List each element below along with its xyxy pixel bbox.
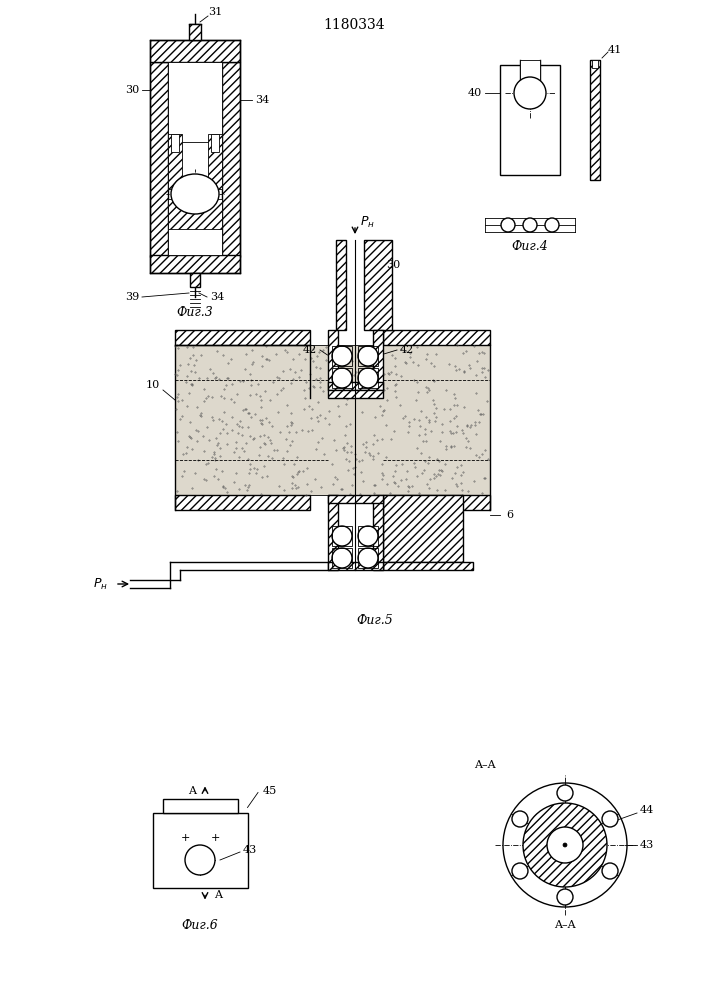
Bar xyxy=(332,526,352,546)
Text: A–A: A–A xyxy=(474,760,496,770)
Circle shape xyxy=(358,346,378,366)
Circle shape xyxy=(512,863,528,879)
Circle shape xyxy=(514,77,546,109)
Text: A: A xyxy=(214,890,222,900)
Bar xyxy=(150,255,240,273)
Text: 40: 40 xyxy=(468,88,482,98)
Circle shape xyxy=(523,803,607,887)
Text: 45: 45 xyxy=(263,786,277,796)
Bar xyxy=(168,199,222,230)
Circle shape xyxy=(557,785,573,801)
Bar xyxy=(373,330,382,390)
Bar xyxy=(364,240,392,330)
Text: 10: 10 xyxy=(146,380,160,390)
Bar xyxy=(211,134,219,152)
Bar xyxy=(592,60,598,68)
Bar xyxy=(520,60,540,93)
Text: 30: 30 xyxy=(386,260,400,270)
Text: 31: 31 xyxy=(208,7,222,17)
Bar xyxy=(327,495,382,503)
Bar xyxy=(382,495,462,562)
Text: 6: 6 xyxy=(506,510,513,520)
Circle shape xyxy=(332,548,352,568)
Text: A–A: A–A xyxy=(554,920,575,930)
Bar xyxy=(150,62,168,257)
Bar xyxy=(327,390,382,398)
Bar xyxy=(332,548,352,568)
Circle shape xyxy=(185,845,215,875)
Circle shape xyxy=(557,889,573,905)
Circle shape xyxy=(358,526,378,546)
Text: 34: 34 xyxy=(210,292,224,302)
Text: 30: 30 xyxy=(125,85,139,95)
Bar xyxy=(382,495,490,510)
Circle shape xyxy=(523,218,537,232)
Text: 44: 44 xyxy=(640,805,654,815)
Text: +: + xyxy=(210,833,220,843)
Circle shape xyxy=(358,548,378,568)
Text: 34: 34 xyxy=(255,95,269,105)
Bar xyxy=(500,65,560,175)
Bar xyxy=(332,346,352,366)
Bar xyxy=(590,60,600,180)
Text: +: + xyxy=(180,833,189,843)
Text: 39: 39 xyxy=(125,292,139,302)
Bar xyxy=(358,526,378,546)
Bar xyxy=(168,62,222,142)
Circle shape xyxy=(512,811,528,827)
Bar xyxy=(327,495,337,570)
Bar xyxy=(175,495,310,510)
Bar xyxy=(208,134,222,189)
Text: $P_н$: $P_н$ xyxy=(360,214,375,230)
Bar xyxy=(150,40,240,62)
Circle shape xyxy=(503,783,627,907)
Bar xyxy=(327,330,337,390)
Text: Фиг.4: Фиг.4 xyxy=(512,240,549,253)
Bar xyxy=(175,345,490,495)
Text: 1180334: 1180334 xyxy=(323,18,385,32)
Bar xyxy=(332,368,352,388)
Ellipse shape xyxy=(171,174,219,214)
Bar xyxy=(327,382,382,390)
Circle shape xyxy=(332,526,352,546)
Text: 43: 43 xyxy=(640,840,654,850)
Bar xyxy=(358,368,378,388)
Bar xyxy=(590,60,600,180)
Bar xyxy=(327,562,382,570)
Bar xyxy=(175,330,310,345)
Bar xyxy=(163,798,238,812)
Bar xyxy=(190,273,200,287)
Bar xyxy=(336,240,346,330)
Circle shape xyxy=(358,368,378,388)
Circle shape xyxy=(602,863,618,879)
Circle shape xyxy=(563,843,567,847)
Bar xyxy=(171,134,179,152)
Text: Фиг.5: Фиг.5 xyxy=(356,613,393,626)
Bar xyxy=(382,330,490,345)
Text: A: A xyxy=(188,786,196,796)
Bar xyxy=(382,562,472,570)
Bar xyxy=(189,24,201,40)
Circle shape xyxy=(547,827,583,863)
Bar xyxy=(358,346,378,366)
Circle shape xyxy=(332,368,352,388)
Text: 42: 42 xyxy=(400,345,414,355)
Bar xyxy=(373,495,382,570)
Text: 42: 42 xyxy=(303,345,317,355)
Circle shape xyxy=(545,218,559,232)
Bar xyxy=(358,548,378,568)
Text: 43: 43 xyxy=(243,845,257,855)
Text: Фиг.3: Фиг.3 xyxy=(177,306,214,320)
Text: $P_н$: $P_н$ xyxy=(93,576,107,592)
Circle shape xyxy=(332,346,352,366)
Circle shape xyxy=(602,811,618,827)
Text: 41: 41 xyxy=(608,45,622,55)
Bar xyxy=(168,134,182,189)
Circle shape xyxy=(501,218,515,232)
Bar xyxy=(153,812,247,888)
Bar xyxy=(222,62,240,257)
Bar xyxy=(168,229,222,255)
Text: Фиг.6: Фиг.6 xyxy=(182,919,218,932)
